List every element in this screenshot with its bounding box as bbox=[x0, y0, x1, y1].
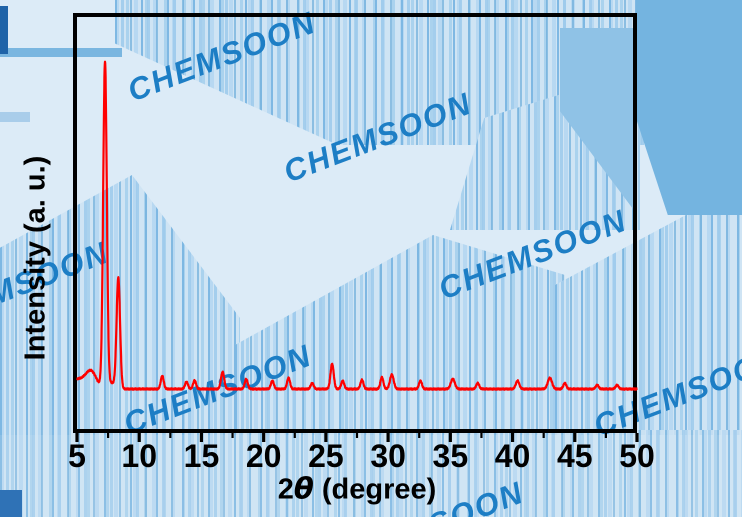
x-tick-label: 40 bbox=[494, 438, 531, 474]
theta-symbol: θ bbox=[293, 471, 314, 506]
y-axis-label: Intensity (a. u.) bbox=[19, 155, 52, 361]
x-tick-label: 35 bbox=[432, 438, 469, 474]
background-stripes bbox=[235, 235, 565, 435]
xrd-trace bbox=[76, 60, 638, 391]
background-stripes bbox=[0, 430, 742, 517]
background-corner-patch bbox=[0, 6, 8, 54]
x-tick-label: 15 bbox=[183, 438, 220, 474]
x-tick-label: 10 bbox=[121, 438, 158, 474]
x-axis-label: 2θ (degree) bbox=[278, 472, 437, 507]
plot-frame bbox=[73, 13, 637, 433]
background-bar bbox=[0, 48, 122, 57]
background-corner-patch bbox=[0, 490, 22, 517]
x-tick-label: 25 bbox=[308, 438, 344, 474]
x-tick-label: 50 bbox=[619, 438, 655, 474]
background-bar bbox=[0, 112, 30, 122]
x-tick-label: 20 bbox=[245, 438, 282, 474]
x-axis-label-prefix: 2 bbox=[277, 473, 294, 506]
x-axis-label-suffix: (degree) bbox=[313, 473, 437, 506]
x-tick-label: 45 bbox=[556, 438, 593, 474]
x-tick-label: 30 bbox=[370, 438, 406, 474]
x-tick-label: 5 bbox=[68, 438, 86, 474]
